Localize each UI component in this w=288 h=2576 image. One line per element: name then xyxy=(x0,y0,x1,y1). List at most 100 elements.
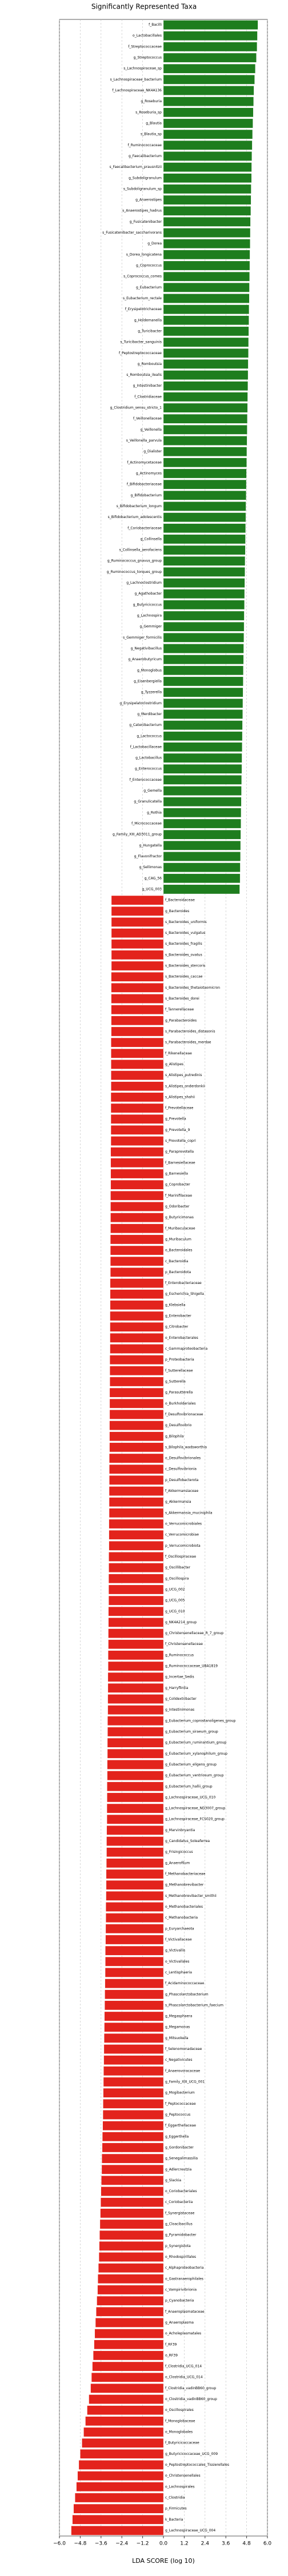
bar-label: s_Bacteroides_uniformis xyxy=(165,920,207,924)
bar-label: o_Clostridia_vadinBB60_group xyxy=(165,2397,217,2401)
bar xyxy=(109,1541,164,1551)
bar-label: s_Veillonella_parvula xyxy=(126,439,162,443)
bar xyxy=(89,2394,164,2404)
bar-label: g_Paraprevotella xyxy=(165,1150,194,1154)
bar xyxy=(105,1945,164,1956)
bar-label: s_Turicibacter_sanguinis xyxy=(120,340,162,344)
bar xyxy=(163,337,249,347)
bar xyxy=(110,1125,164,1135)
bar xyxy=(111,1060,164,1069)
bar xyxy=(111,994,164,1004)
bar xyxy=(163,852,241,861)
bar-label: g_Christensenellaceae_R_7_group xyxy=(165,1631,223,1635)
bar-label: g_Butyricimonas xyxy=(165,1215,194,1219)
bar-label: f_RF39 xyxy=(165,2342,177,2346)
bar xyxy=(109,1508,164,1518)
bar xyxy=(111,917,164,927)
bar-label: g_Clostridium_sensu_stricto_1 xyxy=(110,406,162,410)
bar-label: s_Phascolarctobacterium_faecium xyxy=(165,2003,223,2007)
bar-label: g_Granulicatella xyxy=(134,800,162,804)
bar xyxy=(103,2088,164,2098)
bar-label: g_Candidatus_Soleaferrea xyxy=(165,1839,210,1843)
bar-label: s_Lachnospiraceae_sp xyxy=(123,67,162,71)
bar xyxy=(99,2219,164,2229)
bar-label: g_Holdemanella xyxy=(134,318,162,322)
bar-label: g_Cloacibacillus xyxy=(165,2222,193,2226)
x-axis-label: LDA SCORE (log 10) xyxy=(132,2557,195,2565)
bar-label: g_Monoglobus xyxy=(137,668,162,672)
bar xyxy=(163,370,249,380)
bar xyxy=(163,195,251,205)
bar-label: p_Firmicutes xyxy=(165,2507,187,2511)
bar-label: g_Flavonifractor xyxy=(134,854,162,858)
bar-label: s_Bilophila_wadsworthia xyxy=(165,1445,207,1449)
bar-label: g_Mitsuokella xyxy=(165,2036,189,2040)
bar-label: g_Escherichia_Shigella xyxy=(165,1292,204,1296)
bar-label: g_Methanobrevibacter xyxy=(165,1883,204,1887)
bar-label: f_Selenomonadaceae xyxy=(165,2047,202,2051)
bar xyxy=(163,676,243,687)
bar-label: f_Acidaminococcaceae xyxy=(165,1981,204,1985)
bar-label: g_Eubacterium_coprostanoligenes_group xyxy=(165,1719,235,1723)
bar xyxy=(109,1552,164,1562)
bar xyxy=(111,1016,164,1026)
bar-label: s_Dorea_longicatena xyxy=(126,252,162,256)
bar xyxy=(163,621,245,632)
bar-label: o_Acholeplasmatales xyxy=(165,2332,201,2336)
bar xyxy=(108,1584,164,1595)
bar xyxy=(109,1464,164,1474)
bar-label: o_Monoglobales xyxy=(165,2430,193,2434)
bar xyxy=(163,348,249,358)
bar-label: g_Lachnospiraceae_FCS020_group xyxy=(165,1817,225,1821)
bar xyxy=(109,1410,164,1419)
bar-label: o_Enterobacterales xyxy=(165,1336,198,1340)
bar xyxy=(163,501,246,511)
bar-label: c_Lentisphaeria xyxy=(165,1971,192,1975)
bar xyxy=(107,1771,164,1780)
bar xyxy=(163,687,243,697)
bar xyxy=(110,1355,164,1365)
bar xyxy=(107,1705,164,1715)
bar-label: f_Akkermansiaceae xyxy=(165,1489,198,1493)
bar-label: c_Desulfovibrionia xyxy=(165,1467,197,1471)
bar-label: g_Veillonella xyxy=(141,428,162,432)
bar-label: s_Anaerostipes_hadrus xyxy=(122,209,162,213)
bar-label: g_Ruminococcus_gnavus_group xyxy=(107,559,162,563)
x-tick-label: −4.8 xyxy=(74,2541,86,2547)
bar-label: c_Vampirivibrionia xyxy=(165,2288,197,2292)
bar xyxy=(108,1595,164,1606)
bar xyxy=(163,250,250,260)
bar xyxy=(87,2405,164,2415)
bar xyxy=(103,2099,164,2109)
bar xyxy=(163,53,257,63)
bar-label: g_Bifidobacterium xyxy=(131,493,162,497)
bar xyxy=(111,1005,164,1014)
bar xyxy=(163,720,243,730)
bar-label: g_Odoribacter xyxy=(165,1205,190,1209)
bar xyxy=(106,1858,164,1868)
bar xyxy=(163,118,253,129)
bar xyxy=(163,468,247,479)
bar-label: g_Blautia xyxy=(146,121,162,125)
bar-label: g_Sellimonas xyxy=(139,865,162,869)
bar-label: c_Bacteroidia xyxy=(165,1259,189,1263)
bar-label: g_Anaerobutyricum xyxy=(128,657,162,661)
bar xyxy=(163,699,243,708)
bar xyxy=(99,2241,164,2251)
bar-label: g_Gordonibacter xyxy=(165,2145,194,2149)
bar-label: f_Anaerovoracaceae xyxy=(165,2069,200,2073)
bar-label: f_Sutterellaceae xyxy=(165,1369,193,1373)
bar xyxy=(163,567,245,577)
bar xyxy=(107,1781,164,1791)
bar-label: g_Lachnospira xyxy=(137,614,162,618)
bar xyxy=(108,1650,164,1660)
bar-label: o_Desulfovibrionales xyxy=(165,1456,201,1460)
bar-label: f_Muribaculaceae xyxy=(165,1226,195,1230)
bar-label: g_UCG_010 xyxy=(165,1610,185,1614)
bar-label: g_Eubacterium xyxy=(136,286,162,290)
bar xyxy=(107,1694,164,1704)
bar-label: g_Pyramidobacter xyxy=(165,2233,197,2237)
bar xyxy=(163,600,245,610)
bar xyxy=(110,1213,164,1222)
bar-label: f_Marinifilaceae xyxy=(165,1194,192,1198)
